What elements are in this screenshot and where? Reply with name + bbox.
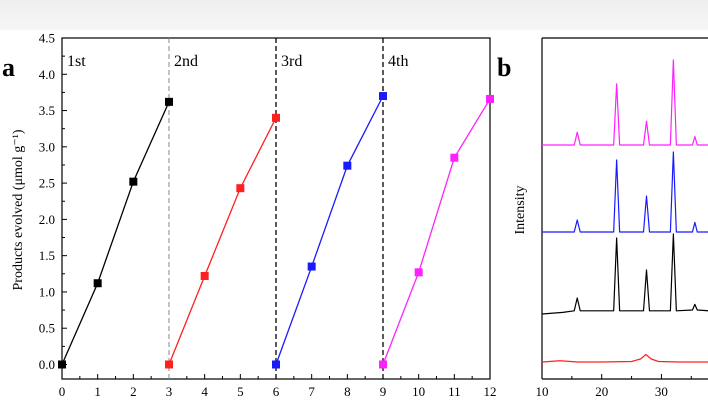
xrd-pattern xyxy=(541,233,708,315)
x-tick-label-b: 10 xyxy=(536,384,549,399)
xrd-pattern xyxy=(541,353,708,363)
y-tick-label-a: 4.0 xyxy=(39,67,55,82)
x-tick-label-b: 30 xyxy=(655,384,668,399)
x-tick-label-a: 2 xyxy=(130,384,137,399)
x-tick-label-a: 12 xyxy=(484,384,497,399)
y-tick-label-a: 1.5 xyxy=(39,248,55,263)
xrd-pattern xyxy=(542,59,708,146)
x-tick-label-a: 11 xyxy=(448,384,461,399)
data-point-a xyxy=(58,360,66,369)
data-point-a xyxy=(307,262,316,271)
panel-a-letter: a xyxy=(2,53,15,82)
data-point-a xyxy=(450,153,459,162)
y-tick-label-a: 0.0 xyxy=(39,357,55,372)
y-tick-label-a: 2.5 xyxy=(39,176,55,191)
series-a xyxy=(165,113,280,369)
data-point-a xyxy=(379,360,387,369)
y-tick-label-a: 1.0 xyxy=(39,284,55,299)
xrd-pattern xyxy=(542,151,708,233)
series-line-a xyxy=(275,95,384,365)
x-tick-label-a: 3 xyxy=(166,384,173,399)
cycle-label: 2nd xyxy=(174,53,198,70)
x-tick-label-a: 5 xyxy=(237,384,244,399)
series-line-a xyxy=(382,98,491,365)
y-tick-label-a: 2.0 xyxy=(39,212,55,227)
y-tick-label-a: 4.5 xyxy=(39,31,55,46)
data-point-a xyxy=(272,360,280,369)
data-point-a xyxy=(236,184,245,193)
y-tick-label-a: 3.5 xyxy=(39,103,55,118)
data-point-a xyxy=(272,113,280,122)
panel-b-letter: b xyxy=(497,53,511,82)
x-tick-label-a: 0 xyxy=(59,384,66,399)
series-line-a xyxy=(168,117,277,365)
data-point-a xyxy=(129,177,138,186)
x-tick-label-a: 6 xyxy=(273,384,280,399)
data-point-a xyxy=(379,92,387,101)
cycle-label: 3rd xyxy=(281,53,302,70)
x-tick-label-a: 7 xyxy=(308,384,315,399)
x-tick-label-a: 10 xyxy=(412,384,425,399)
y-axis-title-b: Intensity xyxy=(513,186,528,235)
series-a xyxy=(272,92,387,369)
x-tick-label-a: 9 xyxy=(380,384,387,399)
cycle-label: 4th xyxy=(388,53,408,70)
data-point-a xyxy=(165,360,173,369)
data-point-a xyxy=(486,94,494,103)
y-tick-label-a: 0.5 xyxy=(39,321,55,336)
top-bar xyxy=(0,0,708,30)
data-point-a xyxy=(343,161,352,170)
panel-b: b Intensity 10 20 30 xyxy=(497,37,708,399)
data-point-a xyxy=(93,279,102,288)
series-a xyxy=(58,97,173,369)
x-tick-label-a: 4 xyxy=(201,384,208,399)
series-line-a xyxy=(61,101,170,365)
cycle-label: 1st xyxy=(67,53,86,70)
data-point-a xyxy=(165,97,173,106)
x-tick-label-a: 1 xyxy=(94,384,101,399)
x-tick-label-b: 20 xyxy=(595,384,608,399)
y-tick-label-a: 3.0 xyxy=(39,139,55,154)
data-point-a xyxy=(414,268,423,277)
data-point-a xyxy=(200,271,209,280)
series-a xyxy=(379,94,494,369)
x-tick-label-a: 8 xyxy=(344,384,351,399)
y-axis-title-a: Products evolved (μmol g⁻¹) xyxy=(11,129,26,290)
